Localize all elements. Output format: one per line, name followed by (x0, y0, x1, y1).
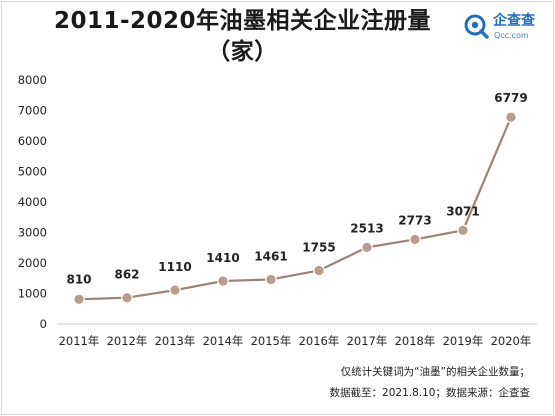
x-tick-label: 2015年 (251, 334, 292, 348)
x-tick-label: 2017年 (347, 334, 388, 348)
chart-title: 2011-2020年油墨相关企业注册量 （家） (40, 6, 445, 68)
x-tick-label: 2014年 (203, 334, 244, 348)
x-tick-label: 2018年 (395, 334, 436, 348)
data-point (169, 284, 181, 296)
data-point (361, 241, 373, 254)
data-label: 810 (66, 272, 91, 286)
brand-logo: 企查查 Qcc.com (463, 12, 553, 46)
y-tick-label: 8000 (18, 73, 47, 87)
magnifier-q-icon (464, 14, 489, 39)
data-point (73, 293, 85, 306)
brand-name: 企查查 (493, 13, 535, 29)
data-label: 862 (114, 268, 139, 282)
footnote-scope: 仅统计关键词为“油墨”的相关企业数量； (340, 366, 530, 378)
y-tick-label: 0 (40, 317, 47, 331)
chart-title-line2: （家） (207, 39, 278, 65)
brand-domain: Qcc.com (494, 31, 529, 40)
y-tick-label: 6000 (18, 134, 47, 148)
y-tick-label: 4000 (18, 195, 47, 209)
footnote-source: 数据截至：2021.8.10；数据来源：企查查 (329, 387, 530, 399)
data-label: 2773 (398, 213, 431, 227)
data-point (409, 233, 421, 246)
x-tick-label: 2012年 (107, 334, 148, 348)
data-label: 1410 (206, 251, 239, 265)
y-tick-label: 3000 (18, 226, 47, 240)
x-tick-label: 2020年 (491, 334, 532, 348)
data-point (313, 264, 325, 277)
data-label: 1110 (158, 260, 191, 274)
data-label: 6779 (494, 91, 527, 105)
x-tick-label: 2016年 (299, 334, 340, 348)
data-label: 1461 (254, 249, 287, 263)
data-point (457, 224, 469, 237)
x-tick-label: 2019年 (443, 334, 484, 348)
data-label: 1755 (302, 240, 335, 254)
data-point (121, 291, 133, 304)
data-point (217, 275, 229, 287)
series-line (78, 116, 513, 301)
data-point (505, 111, 517, 124)
y-tick-label: 2000 (18, 256, 47, 270)
data-point (265, 273, 277, 286)
x-tick-label: 2011年 (59, 334, 100, 348)
data-label: 3071 (446, 204, 479, 218)
y-tick-label: 1000 (18, 287, 47, 301)
y-tick-label: 7000 (18, 104, 47, 118)
y-tick-label: 5000 (18, 165, 47, 179)
chart-title-line1: 2011-2020年油墨相关企业注册量 (53, 8, 432, 34)
x-tick-label: 2013年 (155, 334, 196, 348)
data-label: 2513 (350, 221, 383, 235)
